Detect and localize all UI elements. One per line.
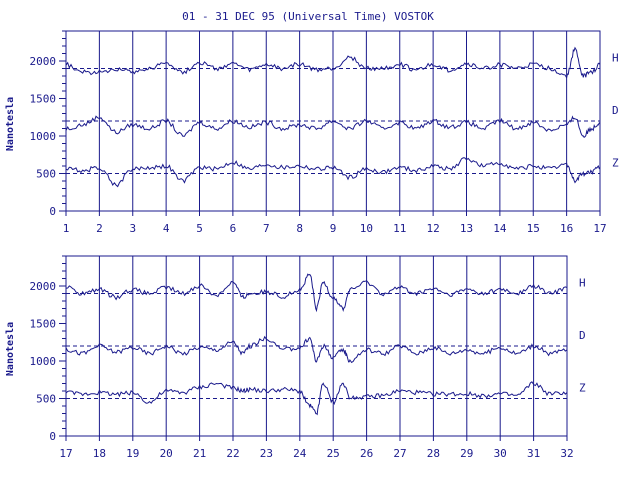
y-tick-label: 0	[49, 430, 56, 443]
x-tick-label: 16	[560, 222, 573, 235]
y-tick-label: 2000	[30, 280, 57, 293]
x-tick-label: 13	[460, 222, 473, 235]
x-tick-label: 26	[360, 447, 373, 460]
plot-frame	[65, 255, 568, 437]
x-tick-label: 27	[393, 447, 406, 460]
x-tick-label: 30	[494, 447, 507, 460]
x-tick-label: 21	[193, 447, 206, 460]
y-axis-label-bottom: Nanotesla	[5, 322, 16, 376]
y-tick-label: 2000	[30, 55, 57, 68]
series-label-z: Z	[612, 156, 619, 169]
x-tick-label: 5	[196, 222, 203, 235]
x-tick-label: 28	[427, 447, 440, 460]
x-tick-label: 9	[330, 222, 337, 235]
x-tick-label: 1	[63, 222, 70, 235]
series-line-d	[65, 335, 568, 364]
x-tick-label: 25	[327, 447, 340, 460]
y-tick-label: 1000	[30, 130, 57, 143]
series-label-h: H	[612, 51, 619, 64]
series-label-d: D	[579, 329, 586, 342]
x-tick-label: 24	[293, 447, 307, 460]
x-tick-label: 19	[126, 447, 139, 460]
x-tick-label: 17	[59, 447, 72, 460]
x-tick-label: 4	[163, 222, 170, 235]
series-line-z	[65, 381, 568, 416]
x-tick-label: 15	[527, 222, 540, 235]
x-tick-label: 2	[96, 222, 103, 235]
x-tick-label: 31	[527, 447, 540, 460]
x-tick-label: 20	[160, 447, 173, 460]
y-tick-label: 1500	[30, 318, 57, 331]
y-tick-label: 1000	[30, 355, 57, 368]
x-tick-label: 10	[360, 222, 373, 235]
chart-panel-bottom: 0 500 1000 1500 2000 17 18 19 20 21 22 23 24 25 26 27 28…	[30, 255, 586, 460]
x-tick-label: 6	[230, 222, 237, 235]
series-line-h	[65, 46, 601, 80]
series-label-h: H	[579, 276, 586, 289]
x-tick-label: 17	[593, 222, 606, 235]
x-tick-label: 12	[427, 222, 440, 235]
series-line-d	[65, 115, 601, 139]
x-tick-label: 14	[493, 222, 507, 235]
y-tick-label: 0	[49, 205, 56, 218]
x-tick-label: 8	[296, 222, 303, 235]
chart-title: 01 - 31 DEC 95 (Universal Time) VOSTOK	[182, 10, 434, 23]
series-label-d: D	[612, 104, 619, 117]
series-label-z: Z	[579, 381, 586, 394]
x-tick-label: 29	[460, 447, 473, 460]
y-axis-label-top: Nanotesla	[5, 97, 16, 151]
x-tick-label: 32	[560, 447, 573, 460]
y-tick-label: 1500	[30, 93, 57, 106]
x-tick-label: 3	[129, 222, 136, 235]
y-tick-label: 500	[36, 168, 56, 181]
x-tick-label: 18	[93, 447, 106, 460]
x-tick-label: 7	[263, 222, 270, 235]
x-tick-label: 23	[260, 447, 273, 460]
series-line-z	[65, 157, 601, 188]
y-tick-label: 500	[36, 393, 56, 406]
x-tick-label: 22	[226, 447, 239, 460]
x-tick-label: 11	[393, 222, 406, 235]
series-line-h	[65, 273, 568, 313]
